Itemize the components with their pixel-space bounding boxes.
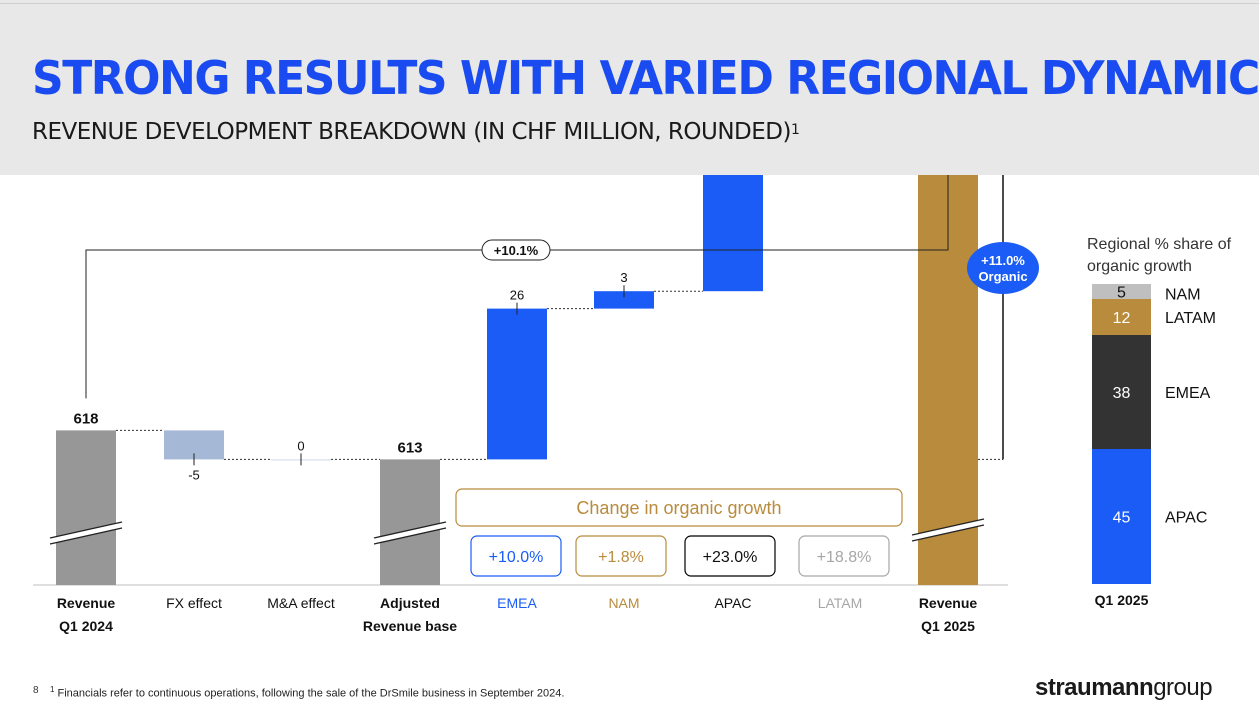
stack-legend-label: APAC: [1165, 510, 1207, 527]
organic-growth-box: [455, 488, 903, 527]
data-label: 0: [297, 438, 304, 453]
logo-bold: straumann: [1035, 674, 1154, 701]
stack-segment-nam: [1092, 284, 1151, 299]
stacked-category-label: Q1 2025: [1095, 592, 1149, 608]
organic-change-box-apac: [684, 535, 776, 577]
axis-break-gap: [374, 522, 446, 544]
bar-apac: [703, 175, 763, 292]
category-label: Revenue base: [363, 618, 457, 634]
category-label: FX effect: [166, 595, 222, 611]
category-label: Adjusted: [380, 595, 440, 611]
category-label: Q1 2025: [921, 618, 975, 634]
bar-emea: [487, 308, 547, 460]
page-number: 8: [33, 685, 39, 696]
stack-value: 5: [1117, 285, 1126, 302]
data-label: 618: [73, 410, 98, 427]
organic-change-value: +1.8%: [598, 549, 644, 566]
footnote: 1 Financials refer to continuous operati…: [50, 685, 564, 700]
axis-break-line: [911, 524, 985, 542]
bar-adjusted-revenue-base: [380, 459, 440, 585]
revenue-chart: 618-50613263309681+10.1%+11.0%OrganicRev…: [33, 175, 1232, 634]
data-label: 26: [510, 288, 524, 303]
organic-change-box-latam: [798, 535, 890, 577]
category-label: Q1 2024: [59, 618, 113, 634]
category-label: APAC: [714, 595, 751, 611]
bar-revenue-q1-2024: [56, 430, 116, 585]
axis-break-line: [49, 521, 123, 539]
organic-growth-label: Organic: [978, 269, 1027, 284]
subtitle-text: REVENUE DEVELOPMENT BREAKDOWN (IN CHF MI…: [32, 119, 791, 145]
organic-change-value: +23.0%: [703, 549, 758, 566]
data-label: -5: [188, 467, 200, 482]
organic-change-value: +10.0%: [489, 549, 544, 566]
data-label: 613: [397, 439, 422, 456]
footnote-marker: 1: [50, 685, 55, 694]
organic-growth-badge: [967, 242, 1039, 294]
category-label: EMEA: [497, 595, 537, 611]
organic-change-box-nam: [575, 535, 667, 577]
organic-change-box-emea: [470, 535, 562, 577]
axis-break-line: [911, 518, 985, 536]
axis-break-line: [49, 527, 123, 545]
stack-segment-apac: [1092, 449, 1151, 584]
logo-light: group: [1153, 674, 1213, 701]
stack-legend-label: NAM: [1165, 287, 1201, 304]
stack-segment-latam: [1092, 299, 1151, 335]
organic-growth-title: Change in organic growth: [576, 498, 781, 518]
organic-growth-value: +11.0%: [981, 253, 1025, 268]
category-label: M&A effect: [267, 595, 335, 611]
stacked-title-line: Regional % share of: [1087, 236, 1232, 253]
reported-growth-label: +10.1%: [494, 243, 539, 258]
organic-change-value: +18.8%: [817, 549, 872, 566]
reported-growth-pill: [481, 239, 551, 261]
category-label: Revenue: [57, 595, 116, 611]
category-label: NAM: [608, 595, 639, 611]
axis-break-line: [373, 521, 447, 539]
bar-nam: [594, 291, 654, 309]
stack-value: 45: [1113, 510, 1131, 527]
stack-legend-label: LATAM: [1165, 310, 1216, 327]
axis-break-gap: [912, 519, 984, 541]
page-title: STRONG RESULTS WITH VARIED REGIONAL DYNA…: [32, 52, 1259, 106]
footnote-text: Financials refer to continuous operation…: [57, 687, 565, 700]
top-divider: [0, 3, 1259, 4]
stack-legend-label: EMEA: [1165, 385, 1211, 402]
axis-break-line: [373, 527, 447, 545]
subtitle-footnote-marker: 1: [790, 122, 800, 138]
stack-segment-emea: [1092, 335, 1151, 449]
stack-value: 38: [1113, 385, 1131, 402]
company-logo: straumanngroup: [1035, 674, 1213, 702]
category-label: LATAM: [818, 595, 863, 611]
header-band: [0, 0, 1259, 175]
stack-value: 12: [1113, 310, 1131, 327]
category-label: Revenue: [919, 595, 978, 611]
axis-break-gap: [50, 522, 122, 544]
data-label: 3: [620, 270, 627, 285]
page-subtitle: REVENUE DEVELOPMENT BREAKDOWN (IN CHF MI…: [32, 117, 800, 147]
stacked-title-line: organic growth: [1087, 258, 1192, 275]
